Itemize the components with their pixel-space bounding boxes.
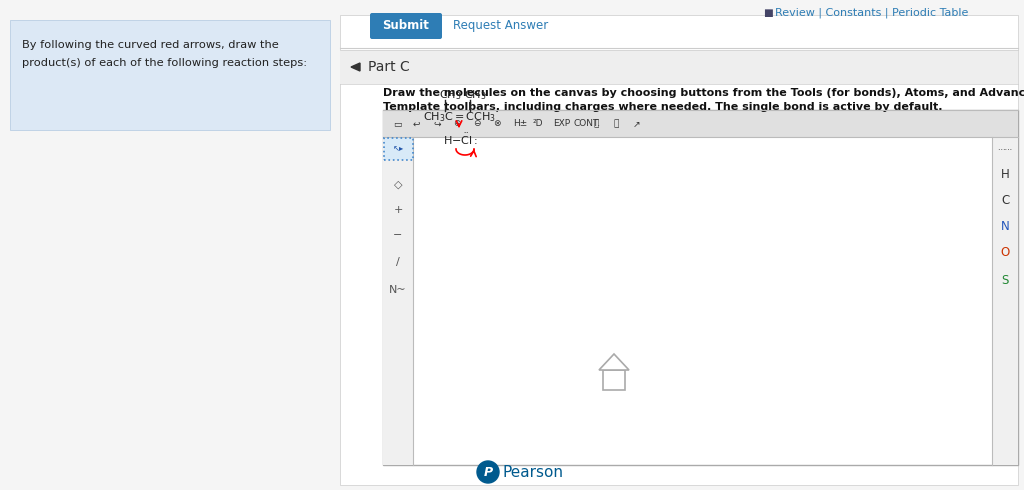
Text: N~: N~ xyxy=(389,285,407,295)
Text: CONT.: CONT. xyxy=(573,120,600,128)
Text: S: S xyxy=(1001,273,1009,287)
Text: EXP: EXP xyxy=(553,120,570,128)
Text: H: H xyxy=(1000,169,1010,181)
Text: ⊖: ⊖ xyxy=(473,120,480,128)
Text: Pearson: Pearson xyxy=(503,465,564,480)
Text: ⋯⋯: ⋯⋯ xyxy=(997,146,1013,154)
Polygon shape xyxy=(599,354,629,370)
Text: $\mathsf{CH_3C{=}CCH_3}$: $\mathsf{CH_3C{=}CCH_3}$ xyxy=(423,110,497,124)
Text: ↩: ↩ xyxy=(413,120,421,128)
Text: ²D: ²D xyxy=(534,120,544,128)
Bar xyxy=(383,110,1018,465)
Text: Part C: Part C xyxy=(368,60,410,74)
Bar xyxy=(383,110,1018,137)
Text: ⊕: ⊕ xyxy=(453,120,461,128)
Text: Request Answer: Request Answer xyxy=(453,20,548,32)
Bar xyxy=(10,20,330,130)
Text: N: N xyxy=(1000,220,1010,234)
Text: O: O xyxy=(1000,246,1010,260)
Text: ❓: ❓ xyxy=(613,120,618,128)
Text: +: + xyxy=(393,205,402,215)
Text: C: C xyxy=(1000,194,1009,206)
Bar xyxy=(340,15,1018,485)
Text: Template toolbars, including charges where needed. The single bond is active by : Template toolbars, including charges whe… xyxy=(383,102,942,112)
Text: P: P xyxy=(483,466,493,479)
Text: $\mathsf{CH_3\ CH_3}$: $\mathsf{CH_3\ CH_3}$ xyxy=(439,88,486,102)
Circle shape xyxy=(477,461,499,483)
Text: ⊗: ⊗ xyxy=(493,120,501,128)
Text: ↗: ↗ xyxy=(633,120,640,128)
Polygon shape xyxy=(351,63,360,71)
Text: H±: H± xyxy=(513,120,527,128)
Bar xyxy=(384,138,413,160)
Text: ◇: ◇ xyxy=(394,180,402,190)
Text: Review | Constants | Periodic Table: Review | Constants | Periodic Table xyxy=(775,8,969,19)
Text: ↖▸: ↖▸ xyxy=(392,145,403,153)
Text: /: / xyxy=(396,257,400,267)
Bar xyxy=(383,137,413,465)
Text: ■: ■ xyxy=(763,8,773,18)
Text: $\mathsf{H{-}\ddot{C}l{:}}$: $\mathsf{H{-}\ddot{C}l{:}}$ xyxy=(443,131,478,147)
Text: By following the curved red arrows, draw the: By following the curved red arrows, draw… xyxy=(22,40,279,50)
Text: −: − xyxy=(393,230,402,240)
Text: ↪: ↪ xyxy=(433,120,440,128)
Text: product(s) of each of the following reaction steps:: product(s) of each of the following reac… xyxy=(22,58,307,68)
Text: Submit: Submit xyxy=(383,20,429,32)
Text: ⓘ: ⓘ xyxy=(593,120,598,128)
Bar xyxy=(340,50,1018,84)
Bar xyxy=(603,370,625,390)
Bar xyxy=(992,137,1018,465)
Text: ▭: ▭ xyxy=(393,120,401,128)
FancyBboxPatch shape xyxy=(370,13,442,39)
Text: Draw the molecules on the canvas by choosing buttons from the Tools (for bonds),: Draw the molecules on the canvas by choo… xyxy=(383,88,1024,98)
